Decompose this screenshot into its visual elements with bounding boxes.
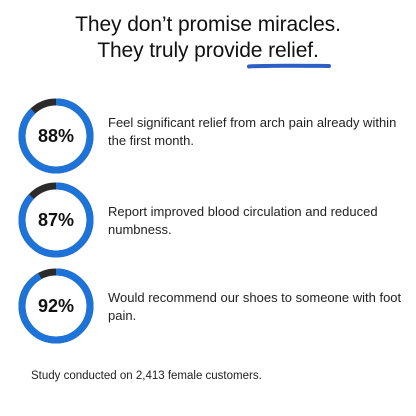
headline-line-2: They truly provide relief. (97, 39, 319, 62)
study-footnote: Study conducted on 2,413 female customer… (31, 370, 262, 382)
stat-description: Report improved blood circulation and re… (108, 204, 378, 237)
percent-value: 88% (37, 126, 75, 146)
percent-value: 87% (37, 210, 75, 230)
stat-item-3: 92% Would recommend our shoes to someone… (0, 268, 416, 348)
headline: They don’t promise miracles. They truly … (0, 12, 416, 64)
ring-fill (18, 268, 94, 344)
stat-item-2: 87% Report improved blood circulation an… (0, 182, 416, 262)
brush-underline (247, 63, 331, 69)
stat-description: Feel significant relief from arch pain a… (108, 115, 397, 148)
ring-fill (18, 98, 94, 174)
stat-description: Would recommend our shoes to someone wit… (108, 290, 402, 323)
headline-line-1: They don’t promise miracles. (75, 13, 341, 36)
progress-ring: 87% (18, 182, 94, 258)
ring-fill (18, 182, 94, 258)
percent-value: 92% (37, 296, 75, 316)
progress-ring: 88% (18, 98, 94, 174)
progress-ring: 92% (18, 268, 94, 344)
stat-item-1: 88% Feel significant relief from arch pa… (0, 98, 416, 178)
